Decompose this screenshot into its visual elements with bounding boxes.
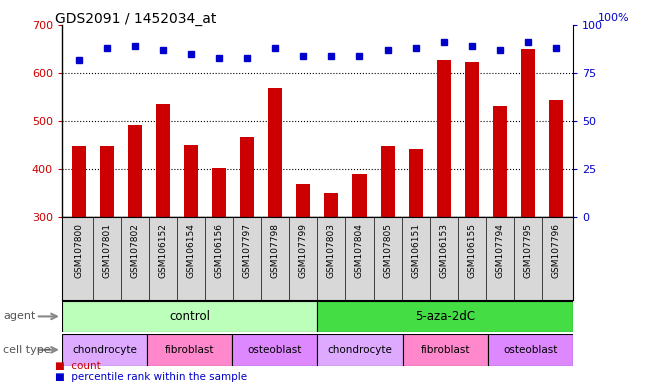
Text: agent: agent: [3, 311, 36, 321]
Text: 5-aza-2dC: 5-aza-2dC: [415, 310, 475, 323]
Text: GSM107802: GSM107802: [130, 223, 139, 278]
Bar: [128, 125, 142, 217]
Text: ■  count: ■ count: [55, 361, 101, 371]
Text: GSM106153: GSM106153: [439, 223, 449, 278]
Y-axis label: 100%: 100%: [598, 13, 630, 23]
Bar: [317, 301, 573, 332]
Text: fibroblast: fibroblast: [165, 345, 214, 355]
Text: GSM107796: GSM107796: [551, 223, 561, 278]
Bar: [62, 301, 317, 332]
Text: chondrocyte: chondrocyte: [72, 345, 137, 355]
Bar: [240, 137, 254, 217]
Text: osteoblast: osteoblast: [503, 345, 557, 355]
Bar: [549, 100, 563, 217]
Text: GSM106151: GSM106151: [411, 223, 420, 278]
Bar: [324, 193, 339, 217]
Text: GSM107798: GSM107798: [271, 223, 280, 278]
Bar: [409, 149, 422, 217]
Bar: [521, 49, 535, 217]
Text: GSM107799: GSM107799: [299, 223, 308, 278]
Text: GDS2091 / 1452034_at: GDS2091 / 1452034_at: [55, 12, 217, 25]
Bar: [72, 146, 86, 217]
Bar: [212, 167, 226, 217]
Text: GSM107805: GSM107805: [383, 223, 392, 278]
Text: osteoblast: osteoblast: [247, 345, 302, 355]
Bar: [317, 334, 402, 366]
Bar: [437, 60, 450, 217]
Text: chondrocyte: chondrocyte: [327, 345, 393, 355]
Text: fibroblast: fibroblast: [421, 345, 470, 355]
Bar: [62, 334, 147, 366]
Bar: [493, 106, 507, 217]
Text: GSM107797: GSM107797: [243, 223, 252, 278]
Text: GSM106156: GSM106156: [215, 223, 223, 278]
Bar: [147, 334, 232, 366]
Text: GSM106154: GSM106154: [186, 223, 195, 278]
Text: GSM106152: GSM106152: [158, 223, 167, 278]
Text: GSM107801: GSM107801: [102, 223, 111, 278]
Text: GSM107804: GSM107804: [355, 223, 364, 278]
Text: GSM107795: GSM107795: [523, 223, 533, 278]
Text: GSM106155: GSM106155: [467, 223, 477, 278]
Bar: [488, 334, 573, 366]
Bar: [184, 146, 198, 217]
Bar: [381, 146, 395, 217]
Text: control: control: [169, 310, 210, 323]
Text: GSM107794: GSM107794: [495, 223, 505, 278]
Text: ■  percentile rank within the sample: ■ percentile rank within the sample: [55, 372, 247, 382]
Text: GSM107800: GSM107800: [74, 223, 83, 278]
Bar: [465, 63, 479, 217]
Bar: [352, 174, 367, 217]
Text: GSM107803: GSM107803: [327, 223, 336, 278]
Bar: [156, 104, 170, 217]
Bar: [268, 88, 283, 217]
Text: cell type: cell type: [3, 345, 51, 355]
Bar: [100, 146, 114, 217]
Bar: [402, 334, 488, 366]
Bar: [296, 184, 311, 217]
Bar: [232, 334, 317, 366]
